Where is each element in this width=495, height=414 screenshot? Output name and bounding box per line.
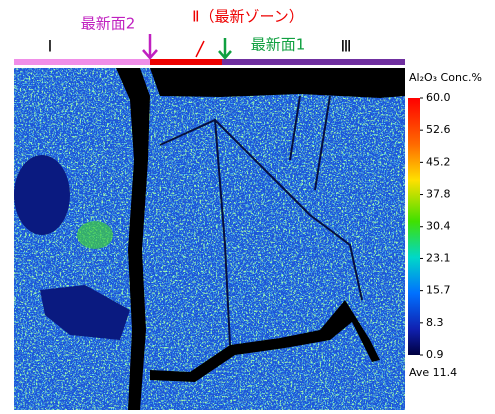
arrow-surface-1 xyxy=(218,38,232,60)
zone-1-label: Ⅰ xyxy=(48,39,53,56)
zone-3-label: Ⅲ xyxy=(340,39,351,56)
colorbar-tick-label: 60.0 xyxy=(426,91,451,104)
map-void xyxy=(150,68,405,98)
colorbar-tick-label: 23.1 xyxy=(426,251,451,264)
colorbar-tick-label: 37.8 xyxy=(426,188,451,201)
zone-2-pointer xyxy=(195,40,205,58)
colorbar-title: Al₂O₃ Conc.% xyxy=(409,71,482,84)
arrow-surface-2 xyxy=(142,34,158,60)
map-patch xyxy=(77,221,113,249)
colorbar xyxy=(408,98,420,355)
map-crack xyxy=(150,300,380,382)
zone-1-bar xyxy=(14,59,150,65)
zone-2-label: Ⅱ（最新ゾーン） xyxy=(192,8,304,26)
colorbar-tick-label: 0.9 xyxy=(426,348,444,361)
colorbar-tick-label: 30.4 xyxy=(426,220,451,233)
average-label: Ave 11.4 xyxy=(409,366,457,379)
map-fracture xyxy=(159,95,363,346)
colorbar-tick-label: 45.2 xyxy=(426,155,451,168)
colorbar-tick-label: 52.6 xyxy=(426,123,451,136)
map-dark-zone xyxy=(40,285,130,340)
map-dark-zone xyxy=(14,155,70,235)
surface-2-label: 最新面2 xyxy=(81,15,136,33)
colorbar-tick-label: 8.3 xyxy=(426,316,444,329)
map-crack xyxy=(116,68,150,410)
concentration-map xyxy=(14,68,405,410)
zone-3-bar xyxy=(222,59,405,65)
map-speckle xyxy=(14,68,405,410)
colorbar-tick-label: 15.7 xyxy=(426,284,451,297)
surface-1-label: 最新面1 xyxy=(251,36,306,54)
zone-2-bar xyxy=(150,59,222,65)
